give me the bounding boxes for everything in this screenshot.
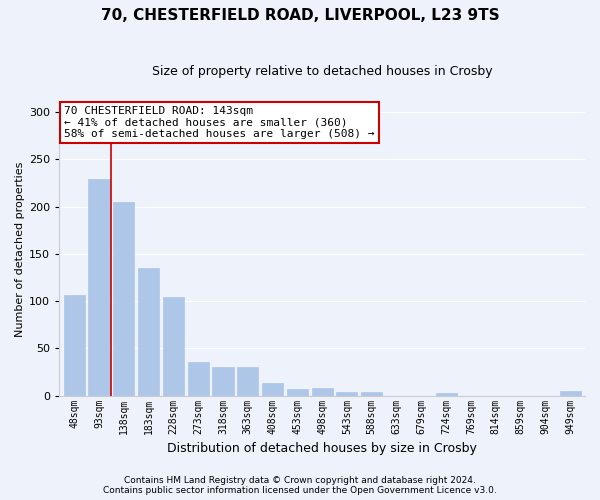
Bar <box>436 393 457 396</box>
Bar <box>163 298 184 396</box>
Bar <box>212 368 233 396</box>
Bar <box>262 384 283 396</box>
X-axis label: Distribution of detached houses by size in Crosby: Distribution of detached houses by size … <box>167 442 477 455</box>
Text: 70, CHESTERFIELD ROAD, LIVERPOOL, L23 9TS: 70, CHESTERFIELD ROAD, LIVERPOOL, L23 9T… <box>101 8 499 22</box>
Bar <box>311 388 332 396</box>
Text: Contains HM Land Registry data © Crown copyright and database right 2024.
Contai: Contains HM Land Registry data © Crown c… <box>103 476 497 495</box>
Bar <box>88 180 110 396</box>
Bar <box>237 368 259 396</box>
Bar <box>287 389 308 396</box>
Bar <box>361 392 382 396</box>
Bar <box>560 391 581 396</box>
Text: 70 CHESTERFIELD ROAD: 143sqm
← 41% of detached houses are smaller (360)
58% of s: 70 CHESTERFIELD ROAD: 143sqm ← 41% of de… <box>64 106 375 139</box>
Bar <box>188 362 209 396</box>
Bar <box>337 392 358 396</box>
Bar <box>138 268 159 396</box>
Y-axis label: Number of detached properties: Number of detached properties <box>15 162 25 337</box>
Bar <box>113 202 134 396</box>
Title: Size of property relative to detached houses in Crosby: Size of property relative to detached ho… <box>152 65 493 78</box>
Bar <box>64 294 85 396</box>
